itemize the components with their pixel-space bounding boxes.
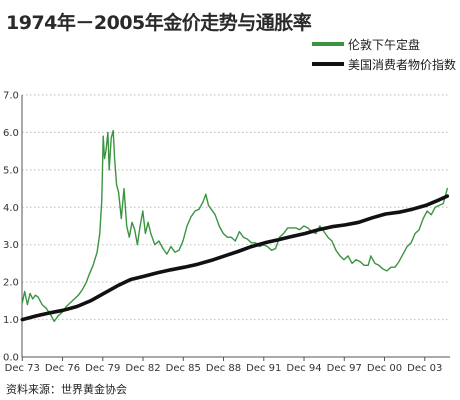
y-tick-label-4: 4.0 [3,203,19,214]
y-tick-label-2: 2.0 [3,278,19,289]
x-tick-label-2: Dec 79 [85,363,120,374]
y-tick-label-3: 3.0 [3,240,19,251]
x-tick-label-7: Dec 94 [286,363,321,374]
y-tick-label-0: 0.0 [3,353,19,364]
x-tick-label-0: Dec 73 [5,363,40,374]
axes [22,95,450,361]
x-tick-label-5: Dec 88 [206,363,241,374]
x-tick-label-8: Dec 97 [327,363,362,374]
y-tick-label-5: 5.0 [3,165,19,176]
grid [22,95,450,320]
x-tick-label-4: Dec 85 [166,363,201,374]
x-tick-label-9: Dec 00 [367,363,402,374]
source-note: 资料来源：世界黄金协会 [6,381,127,397]
y-tick-label-6: 6.0 [3,128,19,139]
x-tick-label-3: Dec 82 [125,363,160,374]
series-line-gold [22,131,447,322]
y-tick-label-7: 7.0 [3,91,19,102]
series-group [22,131,447,322]
x-tick-label-10: Dec 03 [407,363,442,374]
x-tick-label-6: Dec 91 [246,363,281,374]
y-tick-label-1: 1.0 [3,315,19,326]
x-tick-label-1: Dec 76 [45,363,80,374]
series-line-cpi [22,196,447,320]
